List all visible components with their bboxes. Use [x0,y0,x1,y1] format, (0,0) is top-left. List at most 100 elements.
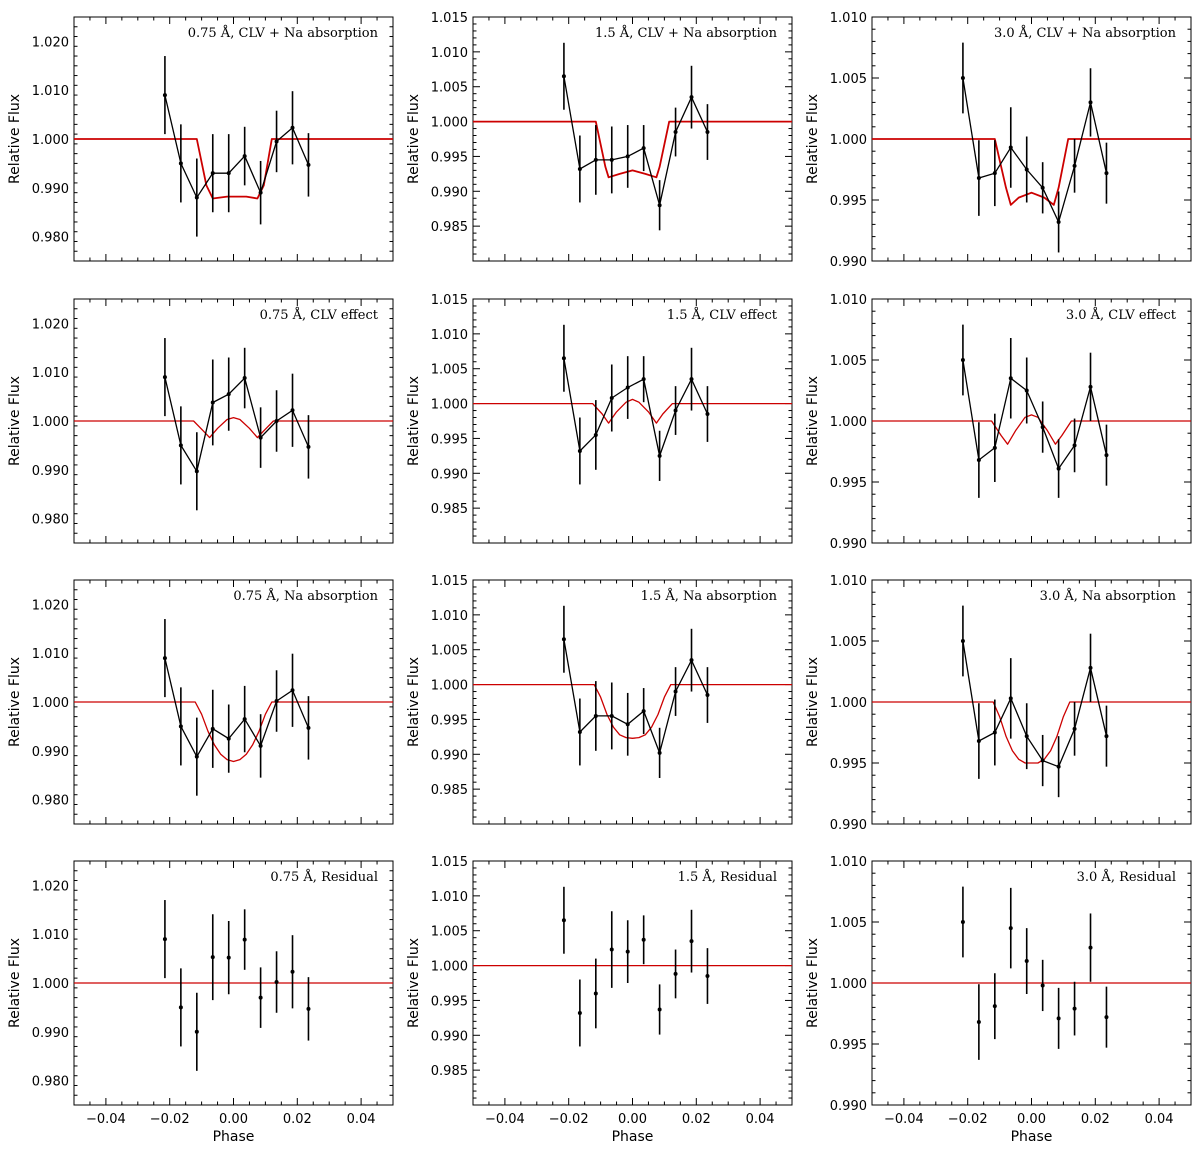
y-tick-label: 1.010 [830,574,867,589]
data-point [178,724,183,729]
data-point [226,955,231,960]
y-tick-label: 0.980 [32,231,69,246]
data-point [290,408,295,413]
y-tick-label: 1.020 [32,35,69,50]
data-point [689,95,694,100]
y-tick-label: 1.020 [32,598,69,613]
data-point [641,709,646,714]
y-tick-label: 1.020 [32,879,69,894]
data-point [1056,219,1061,224]
data-point [1056,764,1061,769]
y-axis-label: Relative Flux [7,94,23,184]
data-point [1024,388,1029,393]
y-tick-label: 0.995 [830,476,867,491]
data-line [962,77,1108,224]
data-point [992,171,997,176]
x-tick-label: 0.02 [283,1112,312,1127]
x-tick-label: 0.02 [682,1112,711,1127]
model-curve [473,398,792,424]
y-tick-label: 1.005 [830,354,867,369]
data-point [657,750,662,755]
data-point [1072,726,1077,731]
y-tick-label: 1.010 [830,293,867,308]
data-line [164,376,310,473]
data-point [1008,696,1013,701]
data-point [673,408,678,413]
panel-clv-na-075: 0.980 0.990 1.000 1.010 1.020 Relative Flux 0.… [7,16,394,262]
y-tick-label: 1.010 [431,609,468,624]
data-point [577,729,582,734]
data-point [1072,1006,1077,1011]
y-tick-label: 1.000 [830,133,867,148]
data-point [705,412,710,417]
data-point [162,937,167,942]
data-point [705,974,710,979]
y-tick-label: 1.010 [431,328,468,343]
y-tick-label: 0.990 [830,818,867,833]
data-point [593,991,598,996]
data-point [673,971,678,976]
data-point [976,458,981,463]
y-tick-label: 1.005 [830,916,867,931]
model-curve [473,683,792,739]
panel-title: 0.75 Å, Na absorption [233,588,378,604]
y-tick-label: 1.005 [431,925,468,940]
data-point [1056,466,1061,471]
y-tick-label: 0.990 [830,1099,867,1114]
model-curve [74,416,393,439]
data-point [689,939,694,944]
panel-na-075: 0.980 0.990 1.000 1.010 1.020 Relative Flux 0.… [7,579,394,825]
y-axis-label: Relative Flux [7,376,23,466]
y-tick-label: 0.990 [431,467,468,482]
data-point [226,392,231,397]
data-point [689,658,694,663]
data-point [609,947,614,952]
data-point [657,203,662,208]
y-tick-label: 1.010 [32,84,69,99]
data-point [1088,945,1093,950]
data-point [178,161,183,166]
y-tick-label: 0.990 [431,185,468,200]
data-line [164,657,310,759]
data-point [162,656,167,661]
data-point [210,171,215,176]
y-axis-label: Relative Flux [805,94,821,184]
y-tick-label: 0.985 [431,783,468,798]
y-tick-label: 0.990 [32,182,69,197]
data-point [992,445,997,450]
data-point [641,937,646,942]
data-point [561,356,566,361]
x-tick-label: −0.02 [948,1112,988,1127]
data-point [577,1010,582,1015]
panel-clv-15: 0.985 0.990 0.995 1.000 1.005 1.010 1.015 Relat… [406,293,793,544]
y-axis-label: Relative Flux [406,376,422,466]
x-axis-label: Phase [213,1129,255,1145]
data-point [258,435,263,440]
y-tick-label: 1.005 [830,72,867,87]
data-point [194,754,199,759]
data-point [641,146,646,151]
data-line [563,639,709,756]
data-point [561,74,566,79]
data-point [976,176,981,181]
y-tick-label: 1.005 [830,635,867,650]
x-tick-label: 0.04 [347,1112,376,1127]
model-curve [473,120,792,179]
y-tick-label: 0.985 [431,502,468,517]
panel-na-15: 0.985 0.990 0.995 1.000 1.005 1.010 1.015 Relat… [406,574,793,825]
y-tick-label: 0.990 [830,537,867,552]
model-curve [872,138,1191,206]
data-point [306,444,311,449]
y-tick-label: 1.010 [32,366,69,381]
y-tick-label: 1.010 [431,46,468,61]
data-point [1040,425,1045,430]
panel-title: 1.5 Å, CLV + Na absorption [595,25,778,41]
data-point [242,717,247,722]
y-axis-label: Relative Flux [805,938,821,1028]
data-point [1104,171,1109,176]
data-point [1088,384,1093,389]
data-point [689,377,694,382]
panel-na-30: 0.990 0.995 1.000 1.005 1.010 Relative Flux 3.… [805,574,1192,833]
panel-residual-15: 0.985 0.990 0.995 1.000 1.005 1.010 1.015 −0.04… [406,855,793,1145]
y-tick-label: 1.005 [431,644,468,659]
